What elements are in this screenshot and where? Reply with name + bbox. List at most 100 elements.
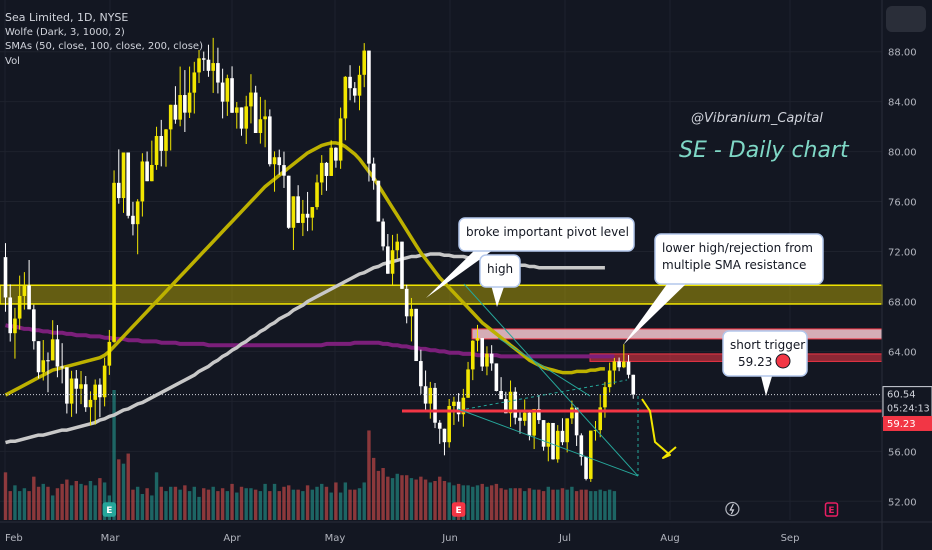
volume-bar bbox=[343, 482, 348, 520]
volume-bar bbox=[249, 488, 253, 520]
volume-bar bbox=[560, 488, 565, 520]
indicator-wolfe-label[interactable]: Wolfe (Dark, 3, 1000, 2) bbox=[5, 27, 125, 38]
volume-bar bbox=[159, 486, 163, 520]
candle-body bbox=[527, 412, 532, 436]
candle-body bbox=[310, 207, 315, 218]
volume-bar bbox=[296, 489, 300, 520]
volume-bar bbox=[574, 491, 579, 520]
earnings-marker-icon bbox=[824, 502, 839, 517]
volume-bar bbox=[367, 430, 371, 520]
candle-body bbox=[305, 213, 310, 218]
candle-body bbox=[88, 399, 93, 408]
volume-bar bbox=[584, 489, 588, 520]
candle-body bbox=[352, 88, 357, 96]
candle-body bbox=[541, 420, 546, 447]
candle-body bbox=[376, 180, 381, 222]
price-axis-tick: 88.00 bbox=[888, 48, 917, 59]
candle-body bbox=[485, 353, 489, 367]
volume-bar bbox=[489, 485, 494, 520]
candle-body bbox=[546, 422, 551, 447]
time-axis-tick: Sep bbox=[781, 533, 800, 544]
candle-body bbox=[206, 59, 211, 71]
volume-bar bbox=[579, 489, 584, 520]
volume-bar bbox=[301, 491, 305, 520]
candle-body bbox=[522, 412, 527, 421]
volume-bar bbox=[140, 494, 145, 520]
candle-body bbox=[216, 63, 220, 83]
volume-bar bbox=[187, 491, 192, 520]
candle-body bbox=[27, 285, 31, 310]
volume-bar bbox=[55, 488, 60, 520]
volume-bar bbox=[485, 486, 489, 520]
toolbar-button[interactable] bbox=[886, 6, 926, 32]
candle-body bbox=[121, 152, 126, 199]
candle-body bbox=[400, 241, 404, 289]
trigger-price-tag bbox=[883, 415, 932, 431]
volume-bar bbox=[598, 489, 602, 520]
candle-body bbox=[508, 391, 513, 414]
volume-bar bbox=[556, 489, 560, 520]
volume-bar bbox=[51, 495, 55, 520]
callout-text: broke important pivot level bbox=[466, 225, 629, 239]
indicator-volume-label[interactable]: Vol bbox=[5, 56, 20, 67]
candle-body bbox=[36, 341, 41, 373]
candle-body bbox=[277, 157, 282, 166]
volume-bar bbox=[126, 453, 130, 520]
volume-bar bbox=[546, 486, 550, 520]
volume-bar bbox=[494, 483, 499, 520]
candle-body bbox=[112, 182, 116, 342]
candle-body bbox=[456, 401, 461, 415]
candle-body bbox=[55, 339, 60, 367]
callout-box bbox=[458, 217, 635, 252]
volume-bar bbox=[405, 475, 409, 520]
volume-bar bbox=[537, 489, 541, 520]
callout-short-trigger: short trigger 59.23 bbox=[722, 330, 808, 396]
price-axis-tick: 56.00 bbox=[888, 447, 917, 458]
earnings-marker-label: E bbox=[828, 506, 834, 516]
candle-body bbox=[183, 95, 187, 113]
volume-bar bbox=[211, 486, 215, 520]
candle-body bbox=[65, 367, 69, 404]
volume-bar bbox=[456, 483, 461, 520]
volume-bar bbox=[169, 486, 173, 520]
volume-bar bbox=[183, 485, 187, 520]
candle-body bbox=[8, 297, 13, 334]
candle-body bbox=[607, 370, 612, 388]
volume-bar bbox=[324, 486, 329, 520]
candle-body bbox=[263, 116, 267, 120]
volume-bar bbox=[612, 491, 617, 520]
wolfe-wave-line bbox=[497, 337, 591, 397]
candle-body bbox=[565, 418, 569, 443]
volume-bar bbox=[178, 489, 182, 520]
volume-bar bbox=[41, 483, 45, 520]
candle-body bbox=[32, 309, 36, 342]
volume-bar bbox=[225, 491, 230, 520]
candle-body bbox=[272, 157, 277, 165]
price-axis-tick: 76.00 bbox=[888, 198, 917, 209]
candle-body bbox=[291, 196, 296, 228]
candle-body bbox=[230, 78, 234, 113]
candle-body bbox=[447, 405, 451, 443]
last-price-label: 60.54 bbox=[887, 390, 916, 401]
candle-body bbox=[197, 58, 201, 73]
candle-body bbox=[513, 391, 518, 418]
candle-body bbox=[584, 456, 588, 479]
indicator-sma-label[interactable]: SMAs (50, close, 100, close, 200, close) bbox=[5, 41, 203, 52]
lightning-icon bbox=[729, 503, 735, 515]
volume-bar bbox=[409, 478, 414, 520]
volume-bar bbox=[93, 485, 97, 520]
volume-bar bbox=[329, 492, 333, 520]
volume-bar bbox=[88, 481, 93, 520]
candle-body bbox=[102, 365, 107, 398]
candle-body bbox=[150, 164, 154, 182]
candle-body bbox=[249, 92, 253, 107]
volume-bar bbox=[263, 483, 267, 520]
volume-bar bbox=[428, 482, 432, 520]
volume-bar bbox=[466, 485, 470, 520]
volume-bar bbox=[17, 491, 22, 520]
candle-body bbox=[239, 107, 244, 129]
volume-bar bbox=[164, 491, 168, 520]
callout-text: high bbox=[487, 262, 513, 276]
volume-bar bbox=[334, 482, 338, 520]
